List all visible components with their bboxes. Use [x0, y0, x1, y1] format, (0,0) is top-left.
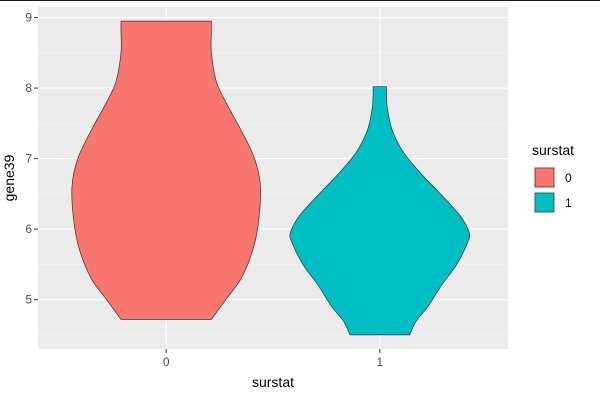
y-axis-ticks: 5 6 7 8 9	[25, 11, 38, 307]
y-tick-label: 6	[25, 222, 32, 236]
legend-label-1: 1	[565, 196, 572, 210]
top-border-line	[0, 0, 600, 1]
violin-1	[289, 86, 471, 336]
x-tick-label: 1	[376, 355, 383, 369]
legend-swatch-0	[534, 167, 555, 188]
legend: surstat 0 1	[532, 142, 574, 214]
y-tick-label: 7	[25, 152, 32, 166]
y-tick-label: 5	[25, 293, 32, 307]
violin-0	[71, 20, 261, 320]
y-tick-label: 8	[25, 81, 32, 95]
legend-title: surstat	[532, 142, 574, 158]
y-tick-label: 9	[25, 11, 32, 25]
legend-label-0: 0	[565, 171, 572, 185]
x-tick-label: 0	[163, 355, 170, 369]
y-axis-title: gene39	[1, 154, 17, 201]
x-axis-title: surstat	[252, 374, 294, 390]
legend-swatch-1	[534, 192, 555, 213]
violins	[71, 20, 471, 336]
